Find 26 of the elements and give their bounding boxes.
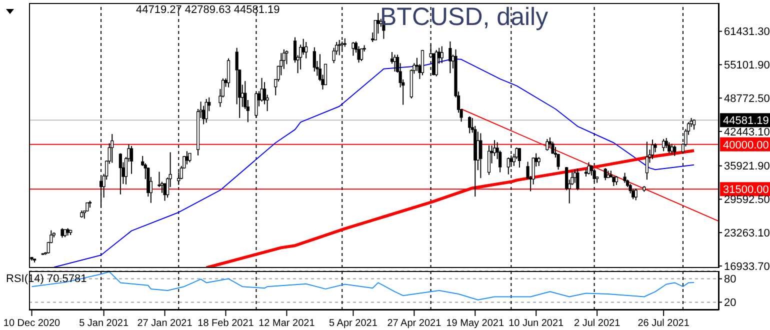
y-tick-label: 80	[724, 274, 736, 286]
x-tick-label: 5 Apr 2021	[329, 318, 378, 329]
y-tick-label: 16933.70	[724, 260, 770, 273]
x-tick-label: 10 Jun 2021	[508, 318, 564, 329]
x-tick-label: 27 Jan 2021	[137, 318, 193, 329]
y-tick-label: 35921.90	[724, 160, 770, 173]
chart-title: BTCUSD, daily	[380, 3, 548, 32]
y-tick-label: 55101.90	[724, 60, 770, 72]
x-tick-label: 19 May 2021	[446, 318, 504, 329]
y-tick-label: 48772.50	[724, 92, 770, 105]
ref-line-label: 44581.19	[723, 115, 769, 128]
x-tick-label: 18 Feb 2021	[198, 318, 254, 329]
annotation: 44719.27 42789.63 44581.19	[136, 4, 280, 16]
y-tick-label: 42443.10	[724, 126, 770, 138]
y-tick-label: 61431.30	[724, 26, 770, 38]
y-tick-label: 23263.10	[724, 228, 770, 240]
ref-line-label: 31500.00	[723, 184, 769, 196]
x-tick-label: 12 Mar 2021	[258, 318, 316, 329]
x-tick-label: 26 Jul 2021	[638, 318, 690, 329]
x-tick-label: 27 Apr 2021	[387, 318, 442, 329]
x-tick-label: 2 Jul 2021	[574, 318, 621, 329]
x-tick-label: 5 Jan 2021	[79, 318, 129, 329]
x-tick-label: 10 Dec 2020	[3, 318, 61, 329]
y-tick-label: 29592.50	[724, 194, 770, 206]
y-tick-label: 20	[724, 297, 736, 310]
ref-line-label: 40000.00	[723, 139, 769, 152]
